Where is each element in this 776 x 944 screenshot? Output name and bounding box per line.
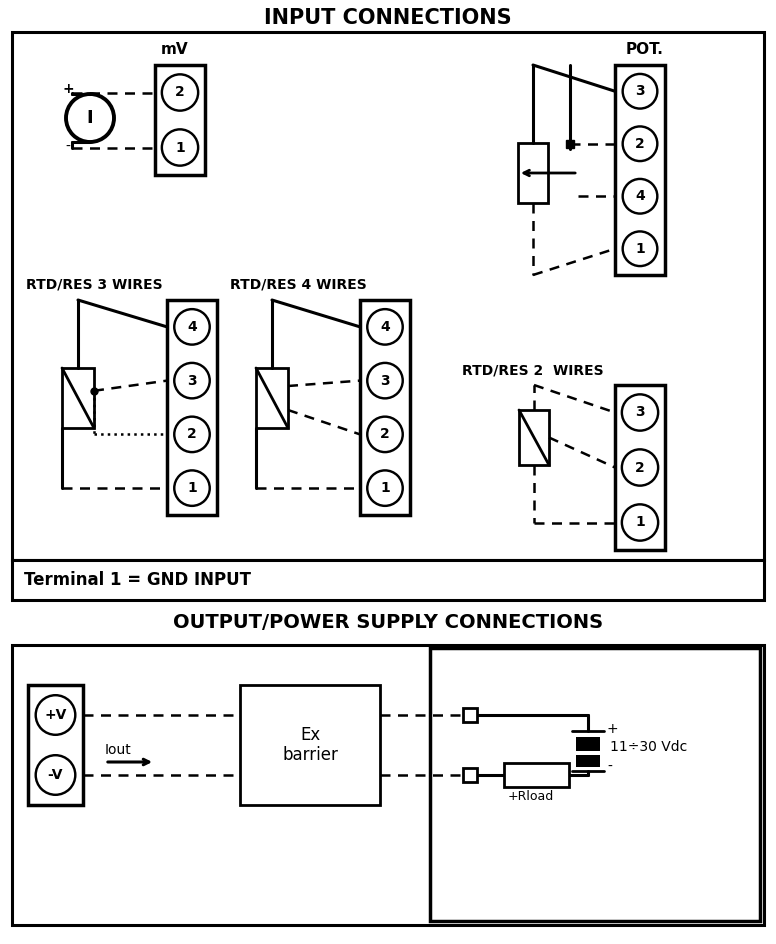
Circle shape: [622, 74, 657, 109]
Circle shape: [162, 129, 198, 165]
Circle shape: [175, 416, 210, 452]
Text: INPUT CONNECTIONS: INPUT CONNECTIONS: [264, 8, 512, 28]
Text: 3: 3: [187, 374, 197, 388]
Text: 1: 1: [380, 481, 390, 495]
Bar: [463, 708, 477, 722]
Text: 1: 1: [635, 515, 645, 530]
Text: +: +: [607, 722, 618, 736]
Text: 4: 4: [635, 189, 645, 203]
Text: OUTPUT/POWER SUPPLY CONNECTIONS: OUTPUT/POWER SUPPLY CONNECTIONS: [173, 613, 603, 632]
Text: RTD/RES 3 WIRES: RTD/RES 3 WIRES: [26, 277, 163, 291]
Bar: [28, 685, 83, 805]
Text: mV: mV: [161, 42, 189, 58]
Circle shape: [175, 470, 210, 506]
Circle shape: [367, 362, 403, 398]
Text: -: -: [607, 760, 611, 774]
Bar: [360, 300, 410, 515]
Circle shape: [66, 94, 114, 142]
Circle shape: [622, 126, 657, 161]
Text: 3: 3: [636, 84, 645, 98]
Circle shape: [622, 449, 658, 485]
Circle shape: [367, 416, 403, 452]
Circle shape: [175, 309, 210, 345]
Text: Iout: Iout: [105, 743, 132, 757]
Bar: [576, 737, 600, 751]
Text: 3: 3: [636, 406, 645, 419]
Bar: [576, 755, 600, 767]
Bar: [12, 32, 764, 560]
Text: -: -: [65, 140, 71, 154]
Text: I: I: [87, 109, 93, 127]
Text: POT.: POT.: [626, 42, 664, 58]
Text: 1: 1: [187, 481, 197, 495]
Bar: [62, 368, 94, 428]
Bar: [12, 560, 764, 600]
Bar: [12, 645, 764, 925]
Circle shape: [175, 362, 210, 398]
Text: -V: -V: [48, 768, 64, 782]
Text: 1: 1: [175, 141, 185, 155]
Text: RTD/RES 2  WIRES: RTD/RES 2 WIRES: [462, 363, 604, 377]
Text: +Rload: +Rload: [508, 790, 554, 803]
Bar: [463, 768, 477, 782]
Circle shape: [36, 755, 75, 795]
Text: 2: 2: [187, 428, 197, 442]
Text: Ex
barrier: Ex barrier: [282, 726, 338, 765]
Text: 2: 2: [175, 86, 185, 99]
Circle shape: [622, 504, 658, 541]
Circle shape: [367, 309, 403, 345]
Text: 4: 4: [380, 320, 390, 334]
Circle shape: [622, 231, 657, 266]
Text: RTD/RES 4 WIRES: RTD/RES 4 WIRES: [230, 277, 367, 291]
Circle shape: [622, 395, 658, 430]
Bar: [256, 368, 288, 428]
Text: 1: 1: [635, 242, 645, 256]
Text: 2: 2: [635, 137, 645, 151]
Circle shape: [622, 179, 657, 213]
Text: +V: +V: [44, 708, 67, 722]
Circle shape: [367, 470, 403, 506]
Text: 11÷30 Vdc: 11÷30 Vdc: [610, 740, 688, 754]
Bar: [167, 300, 217, 515]
Circle shape: [36, 695, 75, 734]
Text: 4: 4: [187, 320, 197, 334]
Bar: [430, 648, 760, 921]
Bar: [240, 685, 380, 805]
Bar: [519, 410, 549, 465]
Text: 2: 2: [380, 428, 390, 442]
Text: +: +: [62, 82, 74, 96]
Bar: [155, 65, 205, 175]
Bar: [615, 385, 665, 550]
Bar: [615, 65, 665, 275]
Bar: [504, 763, 569, 787]
Bar: [518, 143, 548, 203]
Text: Terminal 1 = GND INPUT: Terminal 1 = GND INPUT: [24, 571, 251, 589]
Text: 2: 2: [635, 461, 645, 475]
Text: 3: 3: [380, 374, 390, 388]
Circle shape: [162, 75, 198, 110]
